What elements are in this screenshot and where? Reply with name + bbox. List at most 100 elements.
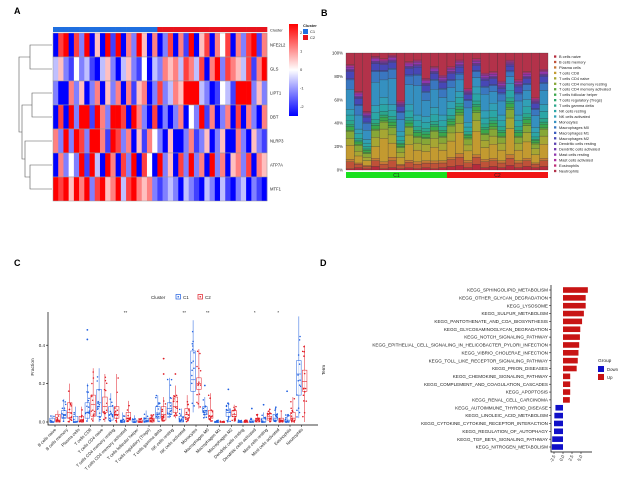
data-point: [274, 414, 277, 417]
term-bar: [563, 365, 577, 372]
bar-segment: [455, 79, 464, 92]
bar-segment: [404, 84, 414, 105]
heatmap-cell: [261, 57, 268, 81]
bar-segment: [488, 52, 498, 72]
panel-label-a: A: [14, 6, 21, 16]
term-label: KEGG_GLYCOSAMINOGLYCAN_DEGRADATION: [444, 327, 548, 332]
bar-segment: [371, 82, 380, 106]
panel-a-heatmap: Cluster NFE2L2 GLS LIPT1 DBT NLRP3 ATP7A MTF1 2 1…: [18, 23, 317, 202]
term-label: KEGG_CHEMOKINE_SIGNALING_PATHWAY: [453, 374, 548, 379]
heatmap-cell: [167, 177, 174, 201]
bar-segment: [404, 160, 414, 163]
term-label: KEGG_CYTOKINE_CYTOKINE_RECEPTOR_INTERACT…: [421, 421, 548, 426]
heatmap-cell: [146, 153, 153, 177]
heatmap-cell: [79, 105, 85, 129]
data-point: [303, 351, 305, 353]
heatmap-cell: [58, 33, 64, 57]
bar-segment: [472, 58, 481, 61]
heatmap-cell: [246, 153, 252, 177]
term-bar: [552, 436, 563, 442]
data-point: [96, 376, 99, 378]
heatmap-cell: [157, 129, 163, 153]
bar-segment: [404, 122, 414, 127]
data-point: [167, 416, 169, 418]
data-point: [91, 420, 94, 422]
data-point: [68, 408, 71, 411]
heatmap-cell: [141, 153, 148, 177]
bar-segment: [387, 52, 397, 56]
cluster-annotation-label: Cluster: [270, 28, 283, 33]
data-point: [146, 415, 149, 418]
data-point: [176, 407, 178, 409]
sample-bar: [455, 52, 464, 171]
term-row: KEGG_COMPLEMENT_AND_COAGULATION_CASCADES: [424, 381, 571, 387]
heatmap-cell: [178, 81, 184, 105]
bar-segment: [480, 167, 490, 171]
bar-segment: [446, 140, 456, 158]
bar-segment: [421, 144, 431, 152]
sample-bar: [396, 52, 406, 171]
data-point: [299, 335, 301, 338]
bar-segment: [345, 130, 355, 132]
bar-segment: [354, 104, 363, 106]
bar-segment: [438, 126, 448, 131]
bar-segment: [455, 72, 464, 75]
group-annotation-label: C2: [494, 173, 501, 179]
bar-segment: [421, 151, 431, 161]
heatmap-cell: [225, 129, 231, 153]
bar-segment: [505, 65, 515, 71]
data-point: [302, 400, 305, 402]
data-point: [298, 411, 301, 414]
data-point: [170, 413, 172, 416]
data-point: [91, 395, 93, 398]
bar-segment: [539, 121, 549, 125]
legend-label: Eosinophils: [559, 163, 579, 168]
bar-segment: [421, 160, 431, 164]
data-point: [98, 412, 101, 414]
heatmap-cell: [58, 153, 64, 177]
data-point: [278, 421, 281, 423]
cluster-annotation-cell: [79, 27, 85, 32]
heatmap-cell: [199, 177, 205, 201]
legend-swatch: [554, 77, 557, 80]
data-point: [185, 416, 187, 419]
data-point: [290, 407, 292, 409]
cluster-annotation-cell: [146, 27, 153, 32]
bar-segment: [446, 72, 456, 74]
heatmap-cell: [99, 33, 106, 57]
data-point: [208, 415, 211, 417]
heatmap-cell: [183, 129, 190, 153]
data-point: [99, 418, 101, 421]
bar-segment: [446, 108, 456, 116]
box: [55, 414, 61, 423]
term-label: KEGG_EPITHELIAL_CELL_SIGNALING_IN_HELICO…: [372, 343, 548, 348]
heatmap-cell: [99, 57, 106, 81]
data-point: [104, 379, 107, 382]
bar-segment: [379, 161, 389, 165]
heatmap-cell: [199, 129, 205, 153]
cluster-legend-label: C2: [310, 35, 316, 40]
term-bar: [563, 310, 584, 317]
data-point: [246, 419, 248, 422]
term-label: KEGG_NOTCH_SIGNALING_PATHWAY: [464, 335, 548, 340]
data-point: [229, 420, 231, 423]
data-point: [155, 396, 157, 399]
bar-segment: [404, 144, 414, 161]
data-point: [116, 409, 119, 411]
data-point: [169, 415, 171, 418]
box: [172, 396, 178, 413]
data-point: [231, 415, 234, 418]
bar-segment: [371, 105, 380, 113]
heatmap-cell: [240, 33, 247, 57]
data-point: [75, 421, 78, 423]
term-label: KEGG_SPHINGOLIPID_METABOLISM: [467, 288, 548, 293]
data-point: [67, 390, 70, 392]
heatmap-cell: [251, 177, 257, 201]
y-tick-label: 0.4: [39, 343, 46, 348]
bar-segment: [472, 106, 481, 111]
bar-segment: [531, 139, 540, 141]
data-point: [109, 410, 112, 413]
heatmap-cell: [84, 105, 90, 129]
bar-segment: [421, 85, 431, 92]
bar-segment: [387, 167, 397, 171]
